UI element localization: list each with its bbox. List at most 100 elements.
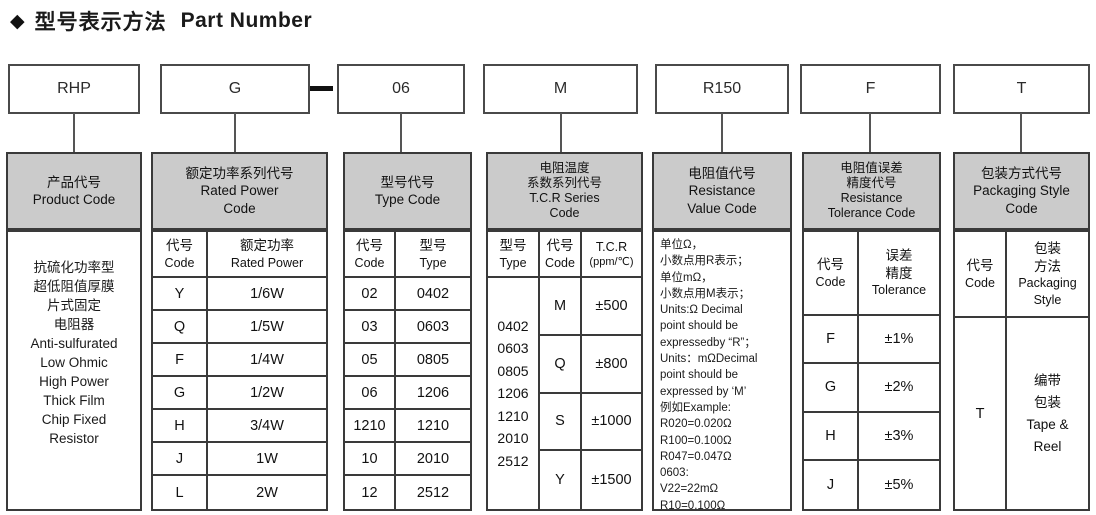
table-cell-tolerance: ±1% <box>859 316 939 365</box>
col-header-zh: 代号 <box>966 258 994 274</box>
col-header-zh: 方法 <box>1034 258 1061 274</box>
tcr-type: 1206 <box>497 385 529 402</box>
header-packaging-en1: Packaging Style <box>973 183 1070 199</box>
table-cell-tolerance: ±5% <box>884 476 914 493</box>
part-box-type: 06 <box>337 64 465 114</box>
table-cell-power: 2W <box>256 484 278 501</box>
table-cell-code: 12 <box>345 476 396 509</box>
rated-power-col-header-power: 额定功率 Rated Power <box>208 232 326 278</box>
rated-power-table: 代号 Code 额定功率 Rated Power Y 1/6W Q 1/5W F… <box>151 230 328 511</box>
tcr-col-header-code: 代号 Code <box>540 232 582 278</box>
col-header-en: Code <box>354 255 385 270</box>
table-cell-power: 1/2W <box>208 377 326 410</box>
product-line: 片式固定 <box>47 298 101 313</box>
header-tcr-en1: T.C.R Series <box>529 191 600 205</box>
packaging-line: 编带 <box>1034 372 1061 388</box>
rv-line: 小数点用R表示； <box>660 255 749 268</box>
header-tolerance: 电阻值误差 精度代号 Resistance Tolerance Code <box>802 152 941 230</box>
tcr-type: 0805 <box>497 362 529 379</box>
tolerance-col-header-value: 误差 精度 Tolerance <box>859 232 939 316</box>
col-header-zh: 包装 <box>1034 241 1061 257</box>
tcr-col-header-type: 型号 Type <box>488 232 540 278</box>
table-cell-code: J <box>153 443 208 476</box>
table-cell-code: M <box>540 278 582 336</box>
table-cell-code: S <box>540 393 582 452</box>
rv-line: R100=0.100Ω <box>660 434 732 447</box>
header-tcr: 电阻温度 系数系列代号 T.C.R Series Code <box>486 152 643 230</box>
part-box-tcr: M <box>483 64 638 114</box>
tcr-type-list-cell: 0402 0603 0805 1206 1210 2010 2512 <box>488 278 540 509</box>
col-header-en: Style <box>1033 292 1062 307</box>
header-tolerance-zh2: 精度代号 <box>846 175 897 190</box>
table-cell-code: 03 <box>345 311 396 344</box>
part-box-packaging: T <box>953 64 1090 114</box>
packaging-line: Reel <box>1033 438 1062 454</box>
connector-line-product <box>73 113 75 153</box>
col-header-en: Rated Power <box>230 255 304 270</box>
table-cell-type: 0402 <box>396 278 470 311</box>
header-packaging: 包装方式代号 Packaging Style Code <box>953 152 1090 230</box>
table-cell-tcr: ±500 <box>582 278 641 336</box>
table-cell-packaging: 编带 包装 Tape & Reel <box>1007 318 1088 509</box>
tcr-col-header-value: T.C.R (ppm/℃) <box>582 232 641 278</box>
col-header-zh: 代号 <box>546 238 574 254</box>
header-resistance-value-en2: Value Code <box>687 200 757 216</box>
table-cell-power: 1/6W <box>208 278 326 311</box>
header-type-zh: 型号代号 <box>380 174 435 190</box>
part-box-power: G <box>160 64 310 114</box>
col-header-zh: 代号 <box>356 238 383 254</box>
table-cell-code: Y <box>540 451 582 509</box>
header-tcr-zh1: 电阻温度 <box>539 160 590 175</box>
header-type-code: 型号代号 Type Code <box>343 152 472 230</box>
col-header-en: Code <box>815 274 846 289</box>
col-header-en: Code <box>965 275 995 290</box>
product-line: 抗硫化功率型 <box>33 260 115 275</box>
col-header-en: Type <box>499 255 527 270</box>
part-box-value: R150 <box>655 64 789 114</box>
table-cell-type: 2010 <box>396 443 470 476</box>
header-tcr-en2: Code <box>549 206 580 221</box>
table-cell-code: G <box>153 377 208 410</box>
col-header-en: Packaging <box>1018 276 1077 291</box>
type-code-table: 代号 Code 型号 Type 02 0402 03 0603 05 0805 … <box>343 230 472 511</box>
resistance-value-panel: 单位Ω， 小数点用R表示； 单位mΩ， 小数点用M表示； Units:Ω Dec… <box>652 230 792 512</box>
col-header-en: Code <box>164 255 195 270</box>
col-header-zh: 精度 <box>885 265 913 281</box>
connector-line-type <box>400 113 402 153</box>
table-cell-code: H <box>153 410 208 443</box>
col-header-l1: T.C.R <box>595 239 628 254</box>
type-col-header-type: 型号 Type <box>396 232 470 278</box>
page-title: ◆ 型号表示方法 Part Number <box>10 6 312 36</box>
tolerance-table: 代号 Code 误差 精度 Tolerance F ±1% G ±2% H ±3… <box>802 230 941 511</box>
table-cell-code: 05 <box>345 344 396 377</box>
header-product-en: Product Code <box>32 192 116 207</box>
product-line: Chip Fixed <box>41 412 107 427</box>
col-header-zh: 型号 <box>499 238 527 254</box>
product-line: Resistor <box>49 431 99 446</box>
dash-separator <box>310 86 333 91</box>
connector-line-power <box>234 113 236 153</box>
rv-line: 单位Ω， <box>660 239 704 251</box>
tcr-type: 1210 <box>497 407 529 424</box>
product-description: 抗硫化功率型 超低阻值厚膜 片式固定 电阻器 Anti-sulfurated L… <box>8 232 140 448</box>
table-cell-code: 06 <box>345 377 396 410</box>
table-cell-code: Y <box>153 278 208 311</box>
table-cell-type: 1210 <box>396 410 470 443</box>
table-cell-type: 1206 <box>396 377 470 410</box>
tcr-type: 2010 <box>497 430 529 447</box>
header-rated-power-zh: 额定功率系列代号 <box>185 166 294 182</box>
header-resistance-value-zh: 电阻值代号 <box>688 166 756 182</box>
col-header-zh: 额定功率 <box>240 238 294 254</box>
product-description-panel: 抗硫化功率型 超低阻值厚膜 片式固定 电阻器 Anti-sulfurated L… <box>6 230 142 511</box>
rv-line: R047=0.047Ω <box>660 450 732 463</box>
table-cell-code: Q <box>540 335 582 394</box>
table-cell-type: 0805 <box>396 344 470 377</box>
part-box-product: RHP <box>8 64 140 114</box>
table-cell-code: 1210 <box>345 410 396 443</box>
connector-line-packaging <box>1020 113 1022 153</box>
rated-power-col-header-code: 代号 Code <box>153 232 208 278</box>
table-cell-tcr: ±1500 <box>591 472 632 489</box>
table-cell-tcr: ±1000 <box>582 394 641 452</box>
product-line: Low Ohmic <box>40 355 108 370</box>
rv-line: point should be <box>660 369 739 382</box>
